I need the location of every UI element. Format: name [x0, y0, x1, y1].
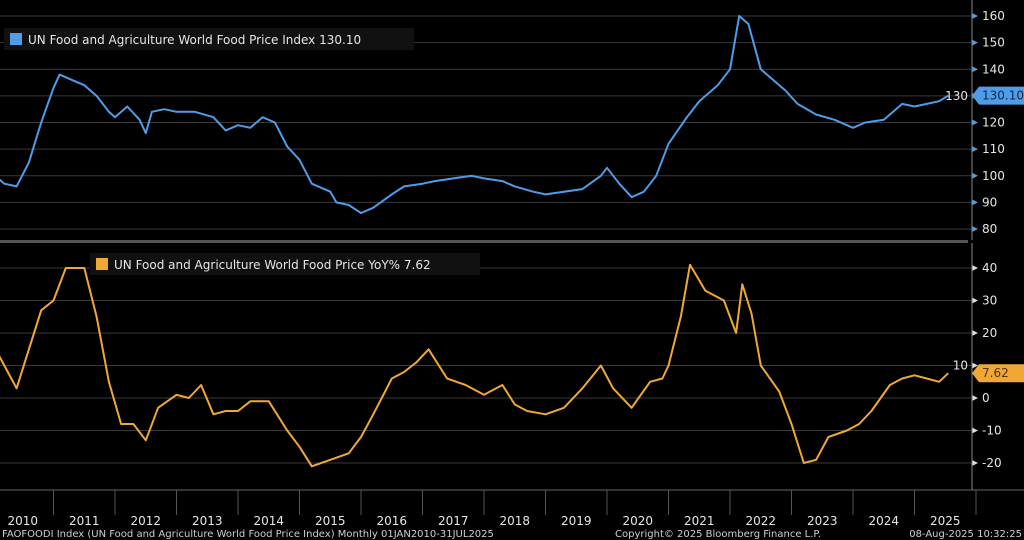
ytick-label: 0	[982, 391, 990, 405]
legend-top: UN Food and Agriculture World Food Price…	[4, 28, 414, 50]
last-value-tag-0	[972, 86, 1024, 105]
ytick-mark	[972, 119, 978, 126]
xtick-label: 2016	[376, 514, 407, 528]
ytick-mark	[972, 199, 978, 206]
xtick-label: 2015	[315, 514, 346, 528]
ytick-mark	[972, 297, 978, 304]
xtick-label: 2012	[130, 514, 161, 528]
ytick-label: 100	[982, 169, 1005, 183]
ytick-label: 140	[982, 62, 1005, 76]
ytick-label: 90	[982, 195, 997, 209]
ytick-mark	[972, 460, 978, 466]
xtick-label: 2013	[192, 514, 223, 528]
xtick-label: 2025	[930, 514, 961, 528]
legend-swatch-yoy	[96, 258, 108, 270]
ytick-label: -10	[982, 424, 1002, 438]
ytick-label: 10	[953, 359, 968, 373]
last-value-label-1: 7.62	[982, 366, 1009, 380]
xtick-label: 2019	[561, 514, 592, 528]
xtick-label: 2024	[868, 514, 899, 528]
ytick-mark	[972, 66, 978, 73]
legend-index: UN Food and Agriculture World Food Price…	[28, 33, 361, 47]
ytick-label: 40	[982, 261, 997, 275]
xtick-label: 2020	[622, 514, 653, 528]
series-line-1	[0, 263, 949, 468]
legend-swatch-index	[10, 33, 22, 45]
ytick-mark	[972, 362, 978, 369]
xtick-label: 2022	[745, 514, 776, 528]
ytick-label: -20	[982, 456, 1002, 470]
footer-source: FAOFOODI Index (UN Food and Agriculture …	[2, 529, 494, 540]
ytick-mark	[972, 13, 978, 19]
ytick-mark	[972, 265, 978, 271]
xtick-label: 2021	[684, 514, 715, 528]
ytick-label: 20	[982, 326, 997, 340]
ytick-mark	[972, 427, 978, 434]
ytick-label: 160	[982, 9, 1005, 23]
last-value-label-0: 130.10	[982, 89, 1024, 103]
ytick-mark	[972, 226, 978, 232]
ytick-label: 30	[982, 294, 997, 308]
footer-timestamp: 08-Aug-2025 10:32:25	[909, 529, 1022, 540]
ytick-label: 150	[982, 36, 1005, 50]
ytick-mark	[972, 172, 978, 179]
last-value-tag-1	[972, 364, 1024, 383]
ytick-mark	[972, 39, 978, 46]
xtick-label: 2014	[253, 514, 284, 528]
xtick-label: 2018	[499, 514, 530, 528]
xtick-label: 2010	[7, 514, 38, 528]
ytick-label: 120	[982, 116, 1005, 130]
legend-yoy: UN Food and Agriculture World Food Price…	[114, 258, 431, 272]
ytick-mark	[972, 395, 978, 401]
ytick-mark	[972, 146, 978, 153]
ytick-label: 130	[945, 89, 968, 103]
xtick-label: 2011	[69, 514, 100, 528]
xtick-label: 2023	[807, 514, 838, 528]
ytick-mark	[972, 330, 978, 336]
footer-copyright: Copyright© 2025 Bloomberg Finance L.P.	[615, 529, 821, 540]
panel-divider[interactable]	[0, 240, 968, 243]
ytick-label: 80	[982, 222, 997, 236]
ytick-label: 110	[982, 142, 1005, 156]
legend-bottom: UN Food and Agriculture World Food Price…	[90, 253, 480, 275]
xtick-label: 2017	[438, 514, 469, 528]
